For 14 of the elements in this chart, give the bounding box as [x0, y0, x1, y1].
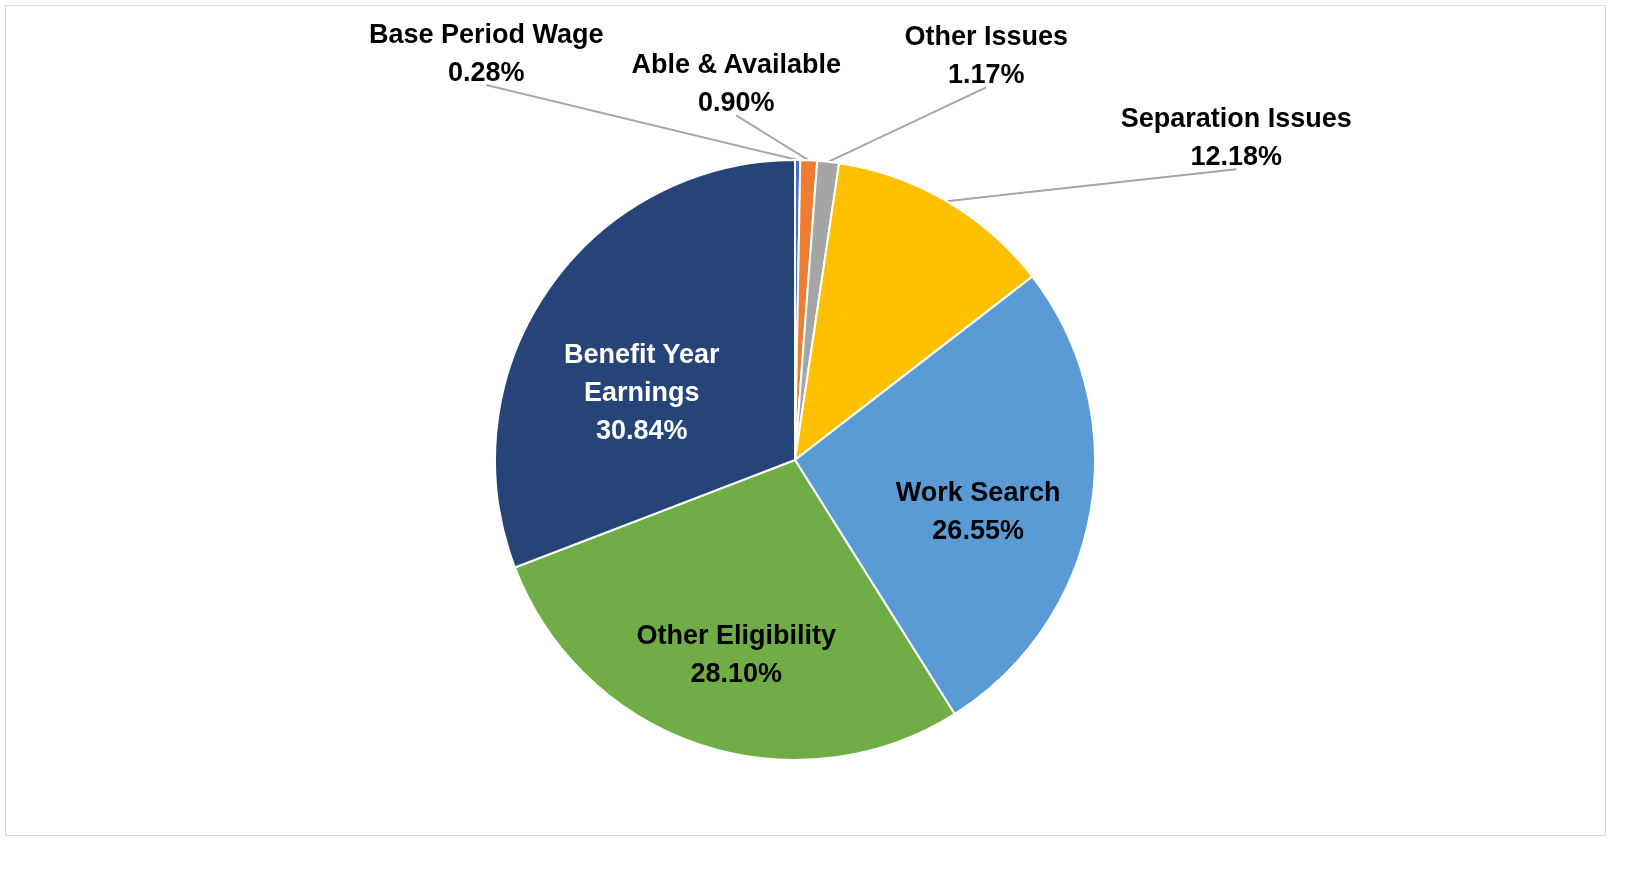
data-label: 12.18% — [1190, 141, 1283, 172]
data-label: 0.90% — [697, 87, 775, 118]
data-label: 26.55% — [932, 514, 1024, 545]
slice-label: Work Search — [895, 476, 1061, 507]
slice-label: Able & Available — [631, 49, 842, 80]
data-label: 28.10% — [690, 658, 782, 689]
slice-label: Benefit Year Earnings — [563, 338, 720, 407]
data-label: 1.17% — [947, 59, 1025, 90]
data-label: 30.84% — [595, 414, 688, 445]
slice-label: Other Issues — [904, 21, 1069, 52]
slice-label: Separation Issues — [1120, 103, 1352, 134]
slice-label: Base Period Wage — [368, 19, 604, 50]
data-label: 0.28% — [447, 57, 525, 88]
slice-label: Other Eligibility — [636, 620, 836, 651]
